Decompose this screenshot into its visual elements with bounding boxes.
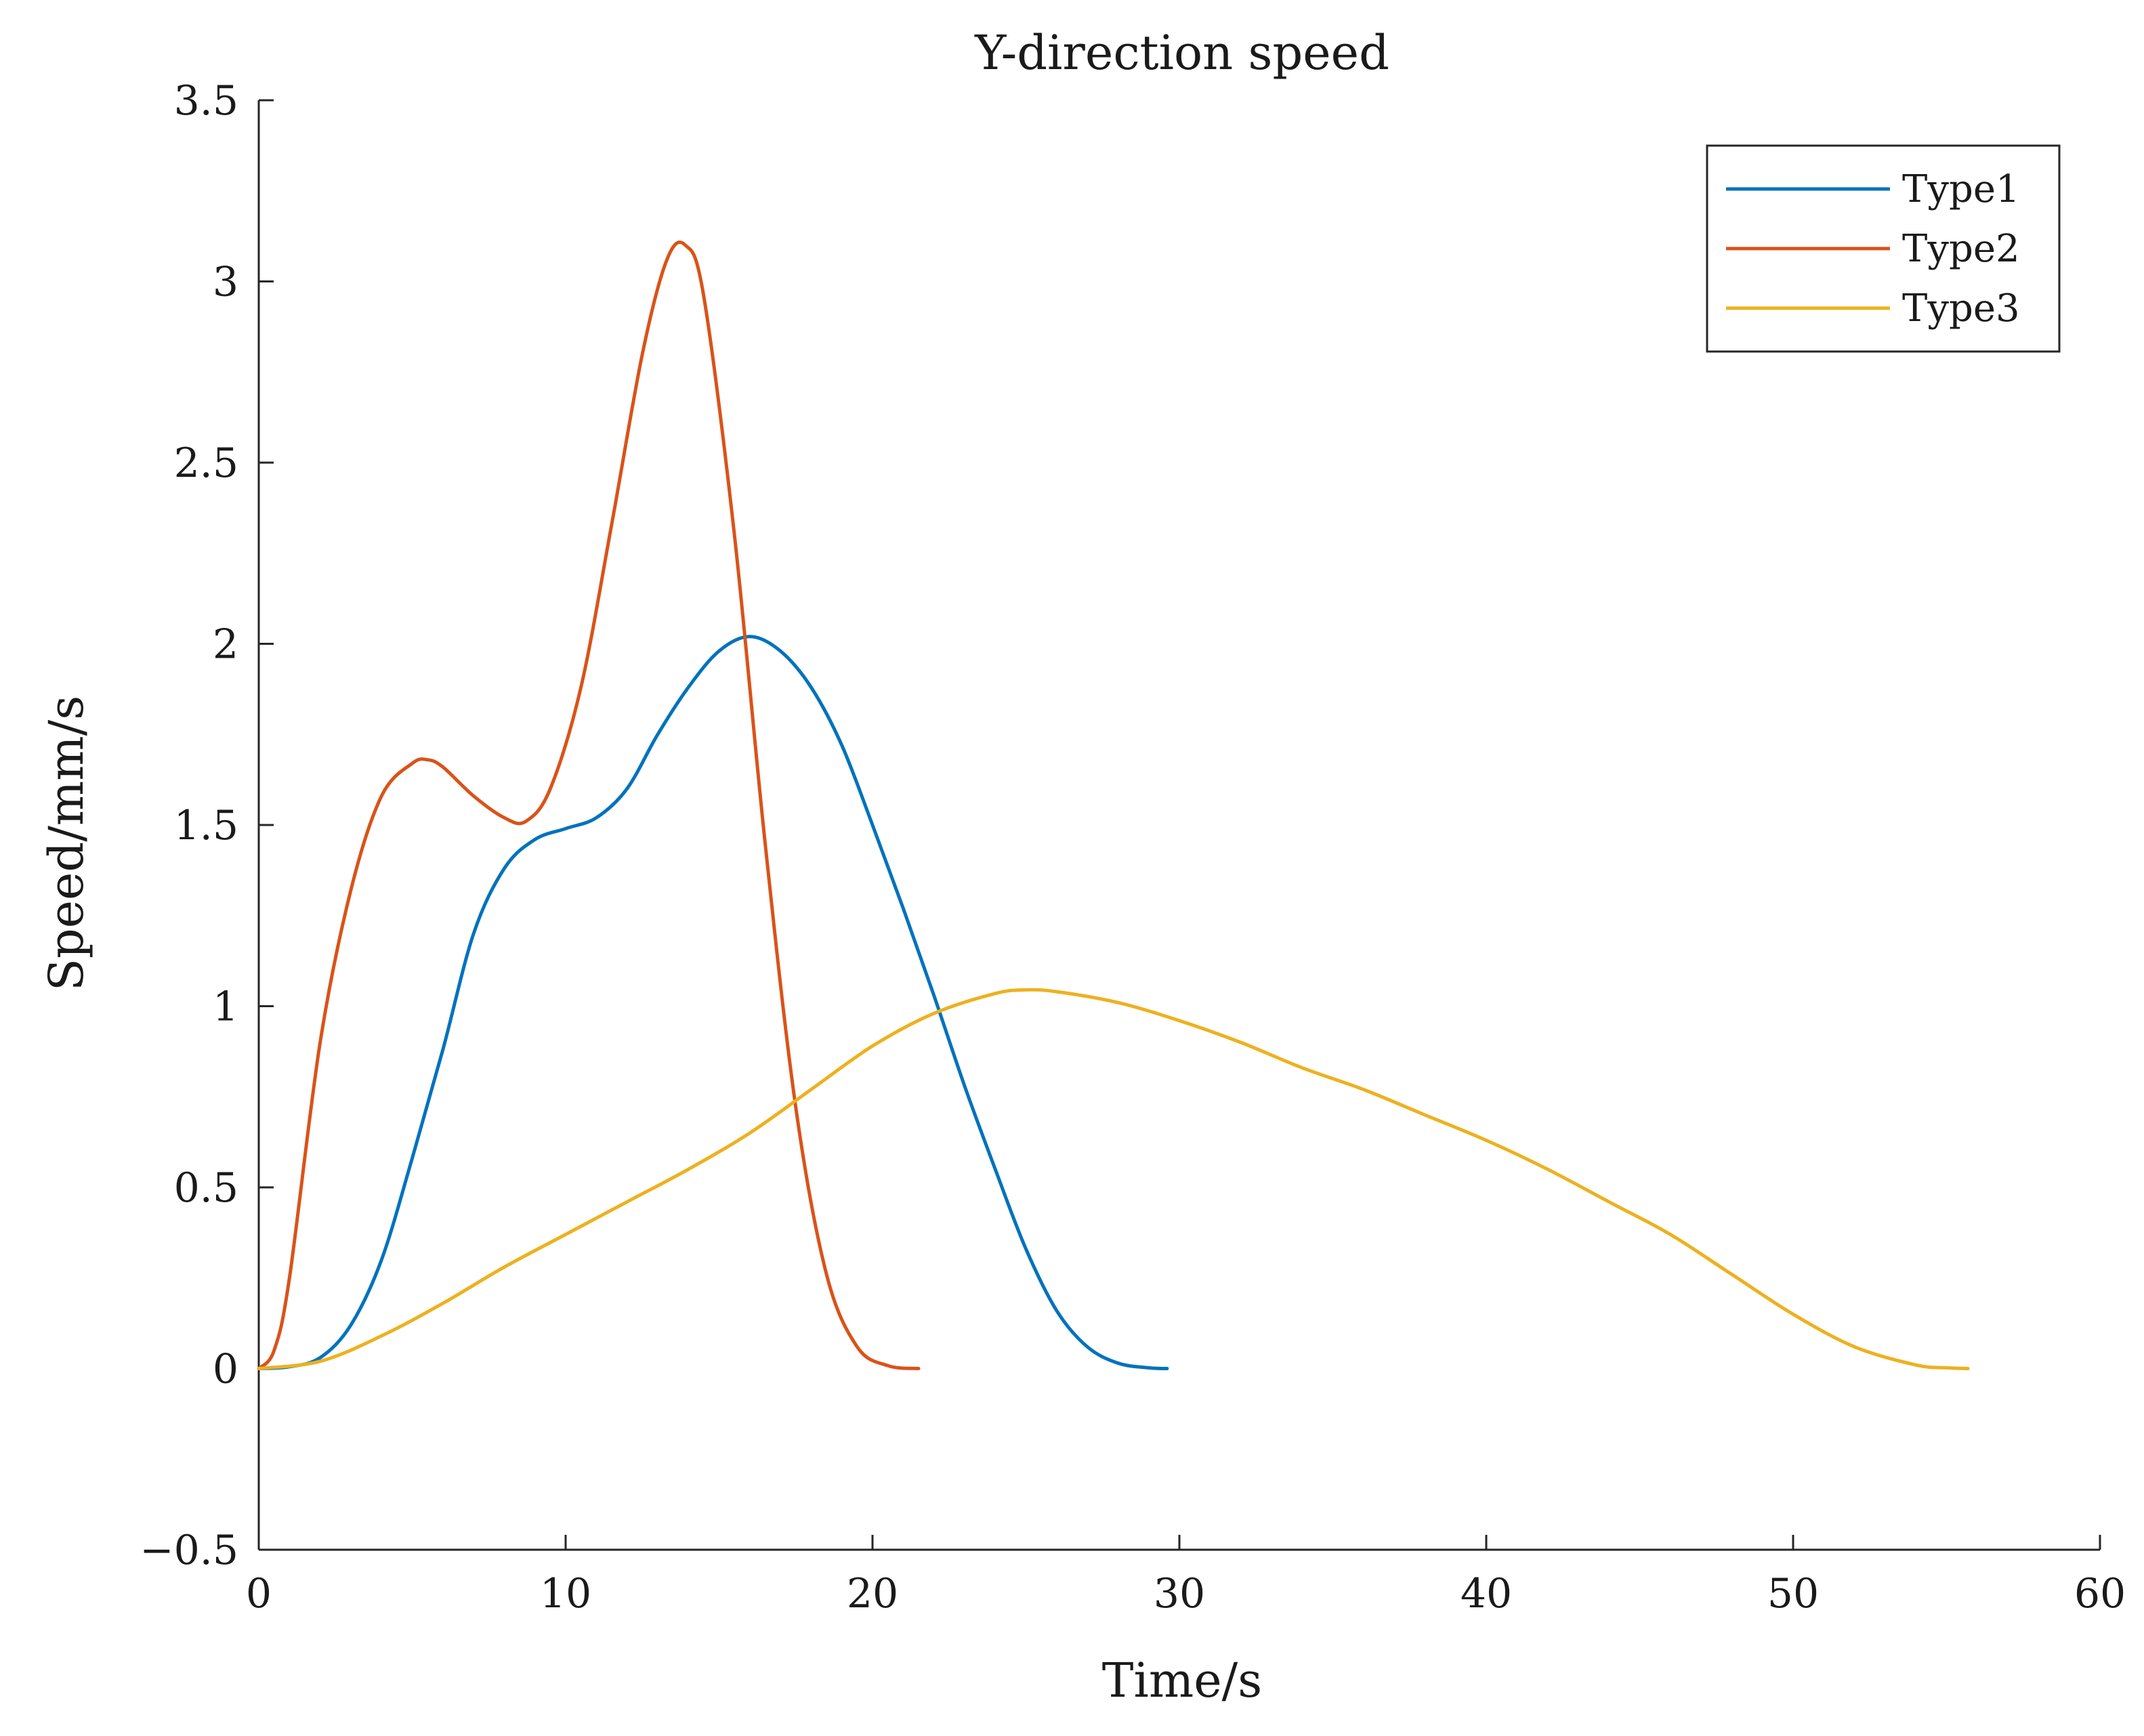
- x-tick-label: 10: [540, 1570, 591, 1617]
- series-lines: [257, 240, 1970, 1370]
- x-tick-label: 20: [847, 1570, 898, 1617]
- y-tick-label: 0: [213, 1346, 238, 1393]
- axes: 0 10 20 30 40 50 60−0.500.511.522.533.5: [140, 77, 2126, 1617]
- series-line-type2: [257, 240, 921, 1370]
- legend-label-type2: Type2: [1902, 227, 2020, 271]
- y-tick-label: 0.5: [174, 1164, 238, 1212]
- series-line-type1: [257, 635, 1169, 1370]
- x-axis-title: Time/s: [1102, 1653, 1262, 1708]
- x-tick-label: 30: [1154, 1570, 1205, 1617]
- y-tick-label: 2: [213, 621, 238, 669]
- y-tick-label: 1: [213, 983, 238, 1031]
- x-tick-label: 40: [1460, 1570, 1512, 1617]
- legend-label-type1: Type1: [1902, 167, 2020, 211]
- y-tick-label: −0.5: [140, 1527, 238, 1574]
- x-tick-label: 0: [246, 1570, 272, 1617]
- chart-title: Y-direction speed: [974, 25, 1389, 81]
- x-tick-label: 60: [2074, 1570, 2126, 1617]
- y-tick-label: 2.5: [174, 440, 238, 487]
- series-line-type3: [257, 988, 1970, 1370]
- y-tick-label: 3: [213, 259, 238, 306]
- x-tick-label: 50: [1767, 1570, 1819, 1617]
- legend: Type1 Type2 Type3: [1706, 144, 2061, 353]
- y-tick-label: 3.5: [174, 77, 238, 125]
- y-tick-label: 1.5: [174, 802, 238, 849]
- y-axis-title: Speed/mm/s: [39, 696, 94, 991]
- legend-label-type3: Type3: [1902, 287, 2020, 331]
